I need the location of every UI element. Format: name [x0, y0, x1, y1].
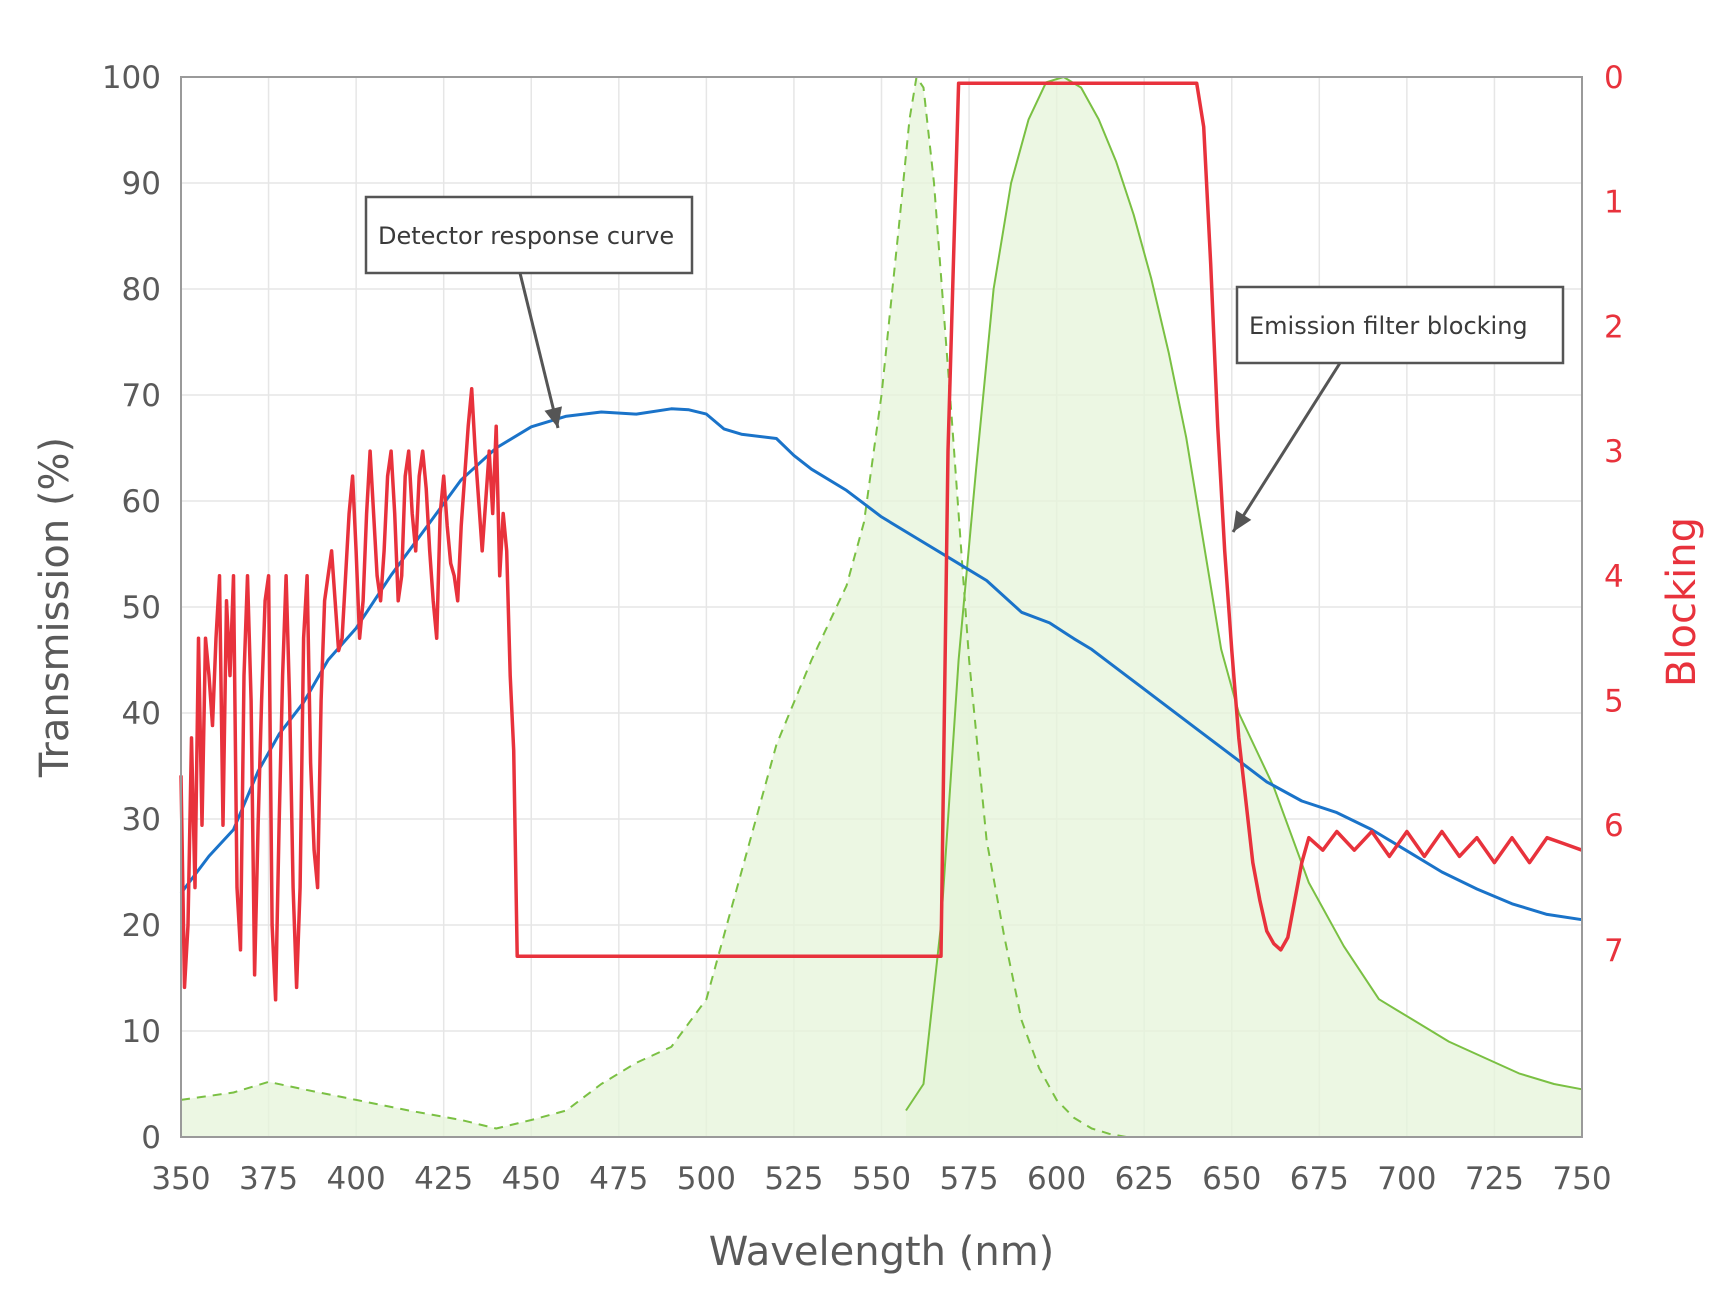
x-tick-label: 700	[1377, 1161, 1436, 1197]
emission-line	[905, 76, 1583, 1112]
callout-box-blocking	[1235, 285, 1565, 365]
y-axis-title: Transmission (%)	[32, 437, 78, 778]
y2-axis-title: Blocking	[1659, 517, 1705, 687]
x-tick-label: 375	[239, 1161, 298, 1197]
y-tick-label: 100	[102, 60, 161, 96]
y2-tick-label: 0	[1604, 60, 1624, 96]
callout-arrow-detector	[518, 272, 560, 429]
y-tick-label: 40	[122, 696, 161, 732]
y-tick-label: 20	[122, 908, 161, 944]
x-tick-label: 550	[852, 1161, 911, 1197]
x-tick-label: 500	[677, 1161, 736, 1197]
y-tick-label: 0	[141, 1120, 161, 1156]
emission-filter-blocking-line	[179, 81, 1583, 1002]
callout-detector-response: Detector response curve	[364, 195, 694, 429]
callout-arrowhead-detector	[544, 406, 562, 428]
y-tick-label: 50	[122, 590, 161, 626]
callout-box-detector	[364, 195, 694, 275]
y-tick-label: 30	[122, 802, 161, 838]
y-tick-label: 70	[122, 378, 161, 414]
y2-tick-label: 2	[1604, 309, 1624, 345]
excitation-line	[180, 76, 1127, 1138]
x-tick-label: 350	[151, 1161, 210, 1197]
callout-label-detector: Detector response curve	[378, 222, 674, 250]
x-tick-label: 525	[764, 1161, 823, 1197]
y2-tick-label: 4	[1604, 559, 1624, 595]
y2-tick-label: 1	[1604, 185, 1624, 221]
series-lines	[179, 76, 1583, 1138]
y-tick-label: 60	[122, 484, 161, 520]
x-tick-label: 675	[1290, 1161, 1349, 1197]
x-tick-label: 650	[1202, 1161, 1261, 1197]
y-tick-label: 90	[122, 166, 161, 202]
x-tick-label: 600	[1027, 1161, 1086, 1197]
y2-tick-label: 7	[1604, 933, 1624, 969]
y-tick-labels: 0 10 20 30 40 50 60 70 80 90 100	[102, 60, 161, 1156]
y2-tick-label: 5	[1604, 684, 1624, 720]
x-tick-label: 750	[1552, 1161, 1611, 1197]
x-tick-label: 450	[502, 1161, 561, 1197]
x-tick-label: 725	[1465, 1161, 1524, 1197]
excitation-area	[181, 77, 1127, 1137]
area-fills	[181, 77, 1582, 1137]
x-tick-labels: 350 375 400 425 450 475 500 525 550 575 600 625 650 6…	[151, 1161, 1611, 1197]
y2-tick-label: 3	[1604, 434, 1624, 470]
x-tick-label: 625	[1115, 1161, 1174, 1197]
y-tick-label: 10	[122, 1014, 161, 1050]
callout-arrow-blocking	[1231, 362, 1342, 533]
x-tick-label: 425	[414, 1161, 473, 1197]
callout-arrowhead-blocking	[1233, 510, 1252, 532]
x-tick-label: 475	[589, 1161, 648, 1197]
x-tick-label: 575	[939, 1161, 998, 1197]
y2-tick-label: 6	[1604, 808, 1624, 844]
x-tick-label: 400	[327, 1161, 386, 1197]
emission-area	[906, 77, 1582, 1137]
plot-frame	[180, 76, 1583, 1138]
x-axis-title: Wavelength (nm)	[709, 1229, 1055, 1275]
y-tick-label: 80	[122, 272, 161, 308]
callout-label-blocking: Emission filter blocking	[1249, 312, 1528, 340]
callout-emission-filter-blocking: Emission filter blocking	[1231, 285, 1565, 533]
y2-tick-labels: 0 1 2 3 4 5 6 7	[1604, 60, 1624, 969]
